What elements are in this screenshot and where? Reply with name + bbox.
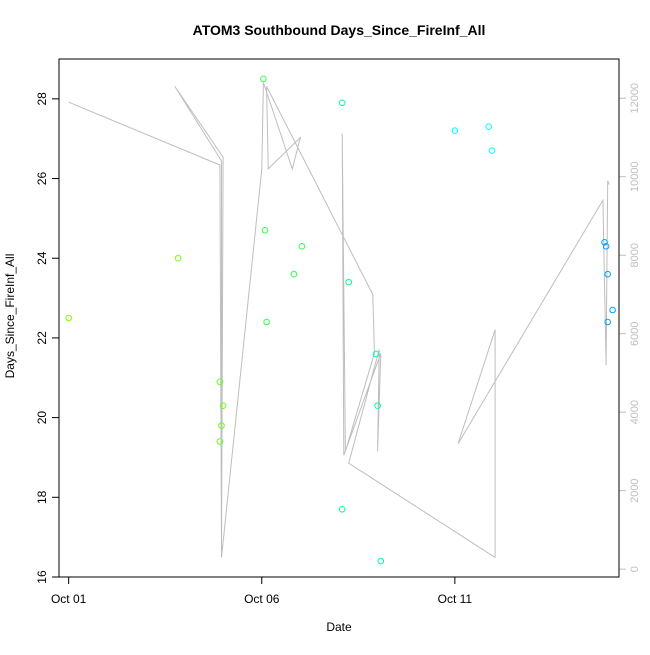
data-point: [263, 318, 270, 326]
data-point: [372, 350, 380, 358]
data-point: [216, 378, 224, 386]
data-point: [609, 306, 616, 314]
data-point: [602, 243, 610, 250]
y2-tick-label: 6000: [629, 321, 641, 345]
y2-tick-label: 10000: [629, 161, 641, 192]
points-layer: [65, 75, 616, 565]
y2-tick-label: 2000: [629, 478, 641, 502]
line-series: [68, 82, 610, 559]
data-point: [216, 438, 224, 445]
data-point: [219, 402, 227, 410]
plot-frame: [58, 58, 620, 578]
data-point: [298, 243, 306, 250]
data-point: [338, 506, 346, 513]
data-point: [345, 278, 353, 286]
y-tick-label: 24: [35, 251, 49, 265]
y-tick-label: 18: [35, 490, 49, 504]
data-point: [174, 254, 182, 262]
data-point: [601, 239, 608, 246]
data-point: [65, 314, 72, 322]
y-tick-label: 22: [35, 331, 49, 345]
data-point: [374, 402, 381, 410]
y-tick-label: 28: [35, 92, 49, 106]
data-point: [488, 147, 496, 154]
data-point: [260, 75, 267, 83]
y-tick-label: 16: [35, 570, 49, 584]
y2-tick-label: 8000: [629, 243, 641, 267]
x-tick-label: Oct 01: [51, 592, 87, 606]
y-tick-label: 26: [35, 172, 49, 186]
data-point: [218, 422, 225, 429]
y-tick-label: 20: [35, 411, 49, 425]
chart-title: ATOM3 Southbound Days_Since_FireInf_All: [193, 22, 486, 38]
y2-tick-label: 12000: [629, 83, 641, 114]
x-tick-label: Oct 11: [438, 592, 473, 606]
data-point: [604, 270, 612, 278]
data-point: [338, 99, 346, 107]
y-axis-label: Days_Since_FireInf_All: [3, 254, 17, 379]
data-point: [485, 123, 493, 130]
data-point: [451, 127, 459, 134]
x-tick-label: Oct 06: [244, 592, 280, 606]
x-axis-label: Date: [326, 620, 352, 634]
data-point: [261, 227, 269, 234]
data-point: [377, 557, 385, 565]
data-point: [604, 318, 612, 326]
y2-tick-label: 0: [629, 566, 641, 572]
data-point: [290, 270, 298, 278]
line-layer: [68, 82, 610, 559]
y2-tick-label: 4000: [629, 400, 641, 424]
